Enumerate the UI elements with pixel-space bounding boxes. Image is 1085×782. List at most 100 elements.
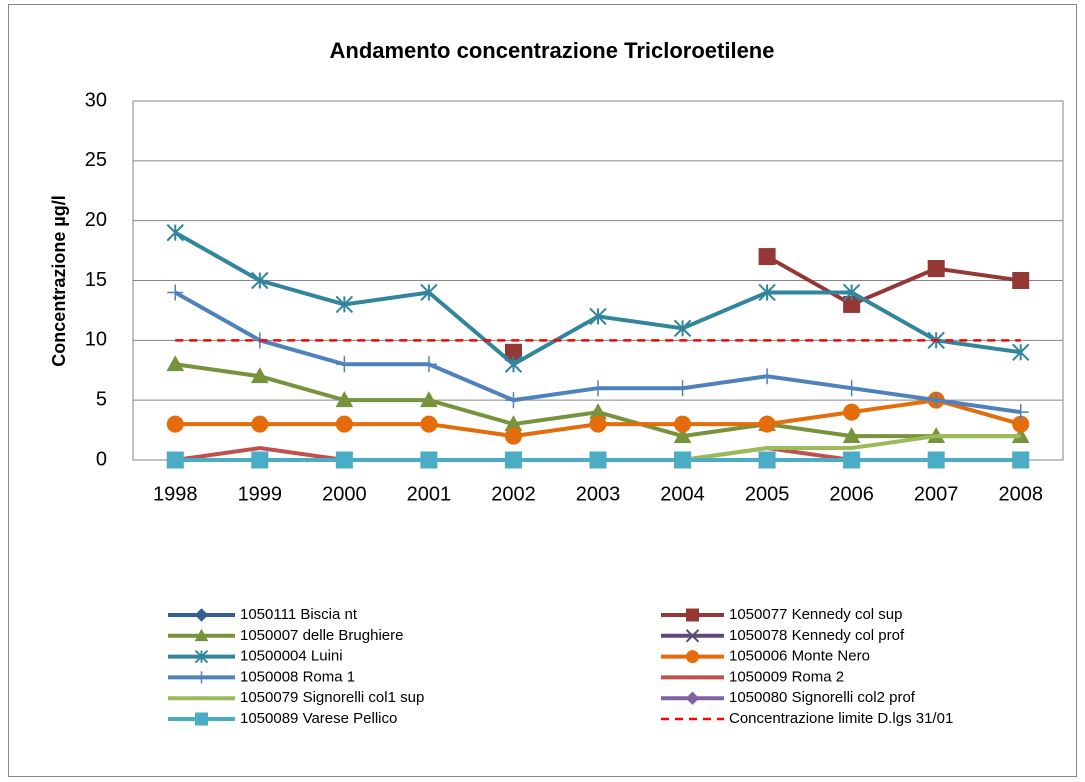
legend-label: 1050079 Signorelli col1 sup xyxy=(240,689,424,706)
marker xyxy=(1012,404,1029,421)
marker xyxy=(505,392,522,409)
legend-label: 1050089 Varese Pellico xyxy=(240,710,397,727)
series-line xyxy=(766,254,1022,307)
marker xyxy=(335,391,354,408)
chart-title: Andamento concentrazione Tricloroetilene xyxy=(330,38,775,63)
x-tick-label: 2004 xyxy=(660,483,705,505)
x-tick-label: 2006 xyxy=(829,483,874,505)
legend-label: 1050077 Kennedy col sup xyxy=(729,606,902,623)
x-tick-label: 2001 xyxy=(407,483,452,505)
x-tick-label: 2008 xyxy=(998,483,1043,505)
marker xyxy=(166,355,185,372)
marker xyxy=(420,391,438,408)
legend-label: 1050007 delle Brughiere xyxy=(240,627,403,644)
marker xyxy=(166,223,184,242)
marker xyxy=(251,271,269,290)
x-tick-label: 1999 xyxy=(238,483,283,505)
marker xyxy=(758,451,776,469)
marker xyxy=(250,367,269,384)
marker xyxy=(420,283,438,302)
marker xyxy=(504,355,523,373)
chart-border xyxy=(8,4,1077,777)
marker xyxy=(843,451,861,469)
legend-label: 10500004 Luini xyxy=(240,648,343,665)
marker xyxy=(758,415,776,433)
legend-label: 1050080 Signorelli col2 prof xyxy=(729,689,916,706)
marker xyxy=(589,415,607,433)
marker xyxy=(420,451,438,469)
y-tick-label: 5 xyxy=(96,388,107,410)
marker xyxy=(336,356,353,373)
series xyxy=(166,451,1030,469)
legend-label: 1050008 Roma 1 xyxy=(240,668,355,685)
marker xyxy=(251,451,269,469)
y-tick-label: 30 xyxy=(85,89,107,111)
legend-label: 1050111 Biscia nt xyxy=(240,606,358,623)
marker xyxy=(843,380,860,397)
y-tick-label: 10 xyxy=(85,329,107,351)
y-tick-label: 0 xyxy=(96,448,107,470)
marker xyxy=(251,415,269,433)
marker xyxy=(167,284,184,301)
marker xyxy=(195,712,208,726)
series xyxy=(504,248,1030,361)
y-tick-label: 20 xyxy=(85,209,107,231)
marker xyxy=(504,427,522,445)
marker xyxy=(843,403,861,421)
marker xyxy=(1012,272,1030,289)
legend-label: Concentrazione limite D.lgs 31/01 xyxy=(729,710,953,727)
marker xyxy=(420,415,438,433)
x-tick-label: 2003 xyxy=(576,483,621,505)
marker xyxy=(686,650,699,664)
marker xyxy=(1012,451,1030,469)
marker xyxy=(842,283,861,302)
x-tick-label: 2007 xyxy=(914,483,959,505)
marker xyxy=(927,451,945,469)
series xyxy=(166,355,1030,443)
legend: 1050111 Biscia nt 1050077 Kennedy col sup… xyxy=(168,606,953,727)
x-tick-label: 2000 xyxy=(322,483,367,505)
marker xyxy=(504,451,522,469)
marker xyxy=(673,319,692,338)
marker xyxy=(759,368,776,385)
marker xyxy=(335,415,353,433)
marker xyxy=(674,451,692,469)
marker xyxy=(1012,343,1030,362)
marker xyxy=(194,628,209,642)
series xyxy=(166,391,1030,445)
x-tick-label: 2005 xyxy=(745,483,790,505)
marker xyxy=(758,248,776,266)
marker xyxy=(590,380,606,397)
marker xyxy=(335,295,354,314)
y-tick-label: 25 xyxy=(85,149,107,171)
series-line xyxy=(682,434,1021,462)
y-tick-label: 15 xyxy=(85,269,107,291)
x-tick-label: 1998 xyxy=(153,483,198,505)
marker xyxy=(194,649,209,664)
series xyxy=(167,284,1029,421)
marker xyxy=(589,451,607,469)
marker xyxy=(674,415,692,433)
legend-label: 1050006 Monte Nero xyxy=(729,648,870,665)
marker xyxy=(420,356,437,373)
marker xyxy=(928,392,945,409)
legend-label: 1050009 Roma 2 xyxy=(729,668,844,685)
marker xyxy=(166,451,184,469)
series xyxy=(682,434,1021,462)
marker xyxy=(686,608,699,622)
marker xyxy=(194,608,209,622)
marker xyxy=(674,380,691,397)
marker xyxy=(166,415,184,433)
marker xyxy=(758,283,776,302)
marker xyxy=(195,671,208,684)
marker xyxy=(335,451,353,469)
marker xyxy=(685,691,700,705)
legend-label: 1050078 Kennedy col prof xyxy=(729,627,905,644)
marker xyxy=(685,629,700,643)
marker xyxy=(673,427,692,443)
marker xyxy=(842,427,861,443)
marker xyxy=(927,260,945,278)
x-tick-label: 2002 xyxy=(491,483,536,505)
